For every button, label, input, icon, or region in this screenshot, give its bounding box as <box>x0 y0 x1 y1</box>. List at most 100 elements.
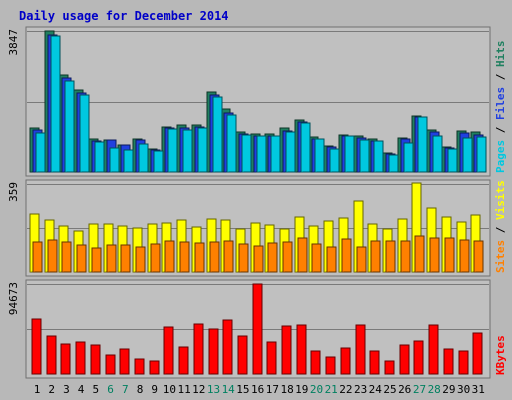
bar-kbytes-day-24 <box>369 350 380 375</box>
x-tick-label: 7 <box>122 383 129 396</box>
bar-kbytes-day-7 <box>119 348 130 375</box>
bar-kbytes-day-17 <box>266 341 277 375</box>
bar-kbytes-day-25 <box>384 360 395 375</box>
legend-hits-files-pages: Pages / Files / Hits <box>494 41 507 174</box>
bar-pages-day-22 <box>344 135 355 173</box>
x-tick-label: 10 <box>163 383 176 396</box>
bar-sites-day-17 <box>267 242 278 273</box>
bar-sites-day-21 <box>326 246 337 273</box>
bar-pages-day-7 <box>123 149 134 173</box>
panel-sites-visits: 359 Sites / Visits <box>7 179 507 277</box>
x-tick-label: 1 <box>34 383 41 396</box>
x-tick-label: 2 <box>48 383 55 396</box>
bar-kbytes-day-30 <box>458 350 469 375</box>
bar-pages-day-26 <box>403 142 414 173</box>
bar-kbytes-day-6 <box>105 354 116 375</box>
bar-pages-day-29 <box>447 148 458 173</box>
x-tick-label: 21 <box>325 383 338 396</box>
x-tick-label: 15 <box>236 383 249 396</box>
x-tick-label: 9 <box>151 383 158 396</box>
x-tick-label: 30 <box>457 383 470 396</box>
bar-pages-day-16 <box>256 135 267 173</box>
bar-sites-day-15 <box>238 243 249 273</box>
x-tick-label: 18 <box>280 383 293 396</box>
x-tick-label: 31 <box>472 383 485 396</box>
bar-kbytes-day-2 <box>46 335 57 375</box>
x-tick-label: 8 <box>137 383 144 396</box>
bar-kbytes-day-15 <box>237 335 248 375</box>
bar-sites-day-3 <box>61 241 72 273</box>
legend-entry: Sites <box>494 240 507 273</box>
bar-kbytes-day-11 <box>178 346 189 375</box>
x-tick-label: 22 <box>339 383 352 396</box>
x-tick-label: 28 <box>428 383 441 396</box>
bar-pages-day-5 <box>94 141 105 173</box>
bar-sites-day-8 <box>135 246 146 273</box>
bar-sites-day-29 <box>444 237 455 273</box>
bar-pages-day-31 <box>476 136 487 173</box>
bar-sites-day-1 <box>32 241 43 273</box>
x-tick-label: 17 <box>266 383 279 396</box>
bar-sites-day-23 <box>356 246 367 273</box>
bar-kbytes-day-28 <box>428 324 439 375</box>
bar-pages-day-18 <box>285 131 296 173</box>
bar-kbytes-day-26 <box>399 344 410 375</box>
bar-kbytes-day-21 <box>325 356 336 375</box>
bar-kbytes-day-18 <box>281 325 292 375</box>
bar-sites-day-6 <box>106 244 117 273</box>
bar-kbytes-day-3 <box>60 343 71 375</box>
bar-kbytes-day-8 <box>134 358 145 375</box>
y-max-label-sites-visits: 359 <box>7 182 20 202</box>
bar-sites-day-26 <box>400 240 411 273</box>
bar-pages-day-12 <box>197 127 208 173</box>
x-tick-label: 16 <box>251 383 264 396</box>
legend-entry: / <box>494 220 507 240</box>
bar-sites-day-24 <box>370 240 381 273</box>
x-axis-labels: 1 2 3 4 5 6 7 8 9 10 11 12 13 14 15 16 17 18 19 20 21 22 23 24 2… <box>34 383 485 396</box>
bar-sites-day-22 <box>341 238 352 273</box>
bar-pages-day-28 <box>432 135 443 173</box>
x-tick-label: 23 <box>354 383 367 396</box>
bar-kbytes-day-9 <box>149 360 160 375</box>
bar-pages-day-14 <box>226 114 237 173</box>
x-tick-label: 27 <box>413 383 426 396</box>
bar-kbytes-day-10 <box>163 326 174 375</box>
bar-kbytes-day-16 <box>252 283 263 375</box>
bar-pages-day-8 <box>138 143 149 173</box>
bar-kbytes-day-4 <box>75 341 86 375</box>
y-max-label-hits-files-pages: 3847 <box>7 29 20 56</box>
x-tick-label: 25 <box>383 383 396 396</box>
bar-pages-day-23 <box>359 139 370 173</box>
legend-entry: KBytes <box>494 335 507 375</box>
bar-kbytes-day-31 <box>472 332 483 375</box>
bar-sites-day-5 <box>91 247 102 273</box>
bar-pages-day-20 <box>314 138 325 173</box>
panel-kbytes: 94673 KBytes <box>7 279 507 379</box>
bar-sites-day-25 <box>385 240 396 273</box>
y-max-label-kbytes: 94673 <box>7 282 20 315</box>
x-tick-label: 13 <box>207 383 220 396</box>
bar-pages-day-6 <box>109 147 120 173</box>
x-tick-label: 3 <box>63 383 70 396</box>
bar-kbytes-day-1 <box>31 318 42 375</box>
bar-kbytes-day-23 <box>355 324 366 375</box>
x-tick-label: 11 <box>177 383 190 396</box>
bar-kbytes-day-12 <box>193 323 204 375</box>
legend-entry: Files <box>494 87 507 120</box>
bar-sites-day-10 <box>164 240 175 273</box>
x-tick-label: 20 <box>310 383 323 396</box>
chart-title: Daily usage for December 2014 <box>19 9 229 23</box>
bar-pages-day-9 <box>153 150 164 173</box>
bar-sites-day-27 <box>414 235 425 273</box>
bar-sites-day-7 <box>120 244 131 273</box>
x-tick-label: 12 <box>192 383 205 396</box>
bar-kbytes-day-13 <box>208 328 219 375</box>
legend-entry: Visits <box>494 180 507 220</box>
bar-kbytes-day-19 <box>296 324 307 375</box>
bar-sites-day-30 <box>459 239 470 273</box>
legend-entry: Hits <box>494 41 507 68</box>
bar-pages-day-11 <box>182 129 193 173</box>
x-tick-label: 19 <box>295 383 308 396</box>
x-tick-label: 5 <box>92 383 99 396</box>
